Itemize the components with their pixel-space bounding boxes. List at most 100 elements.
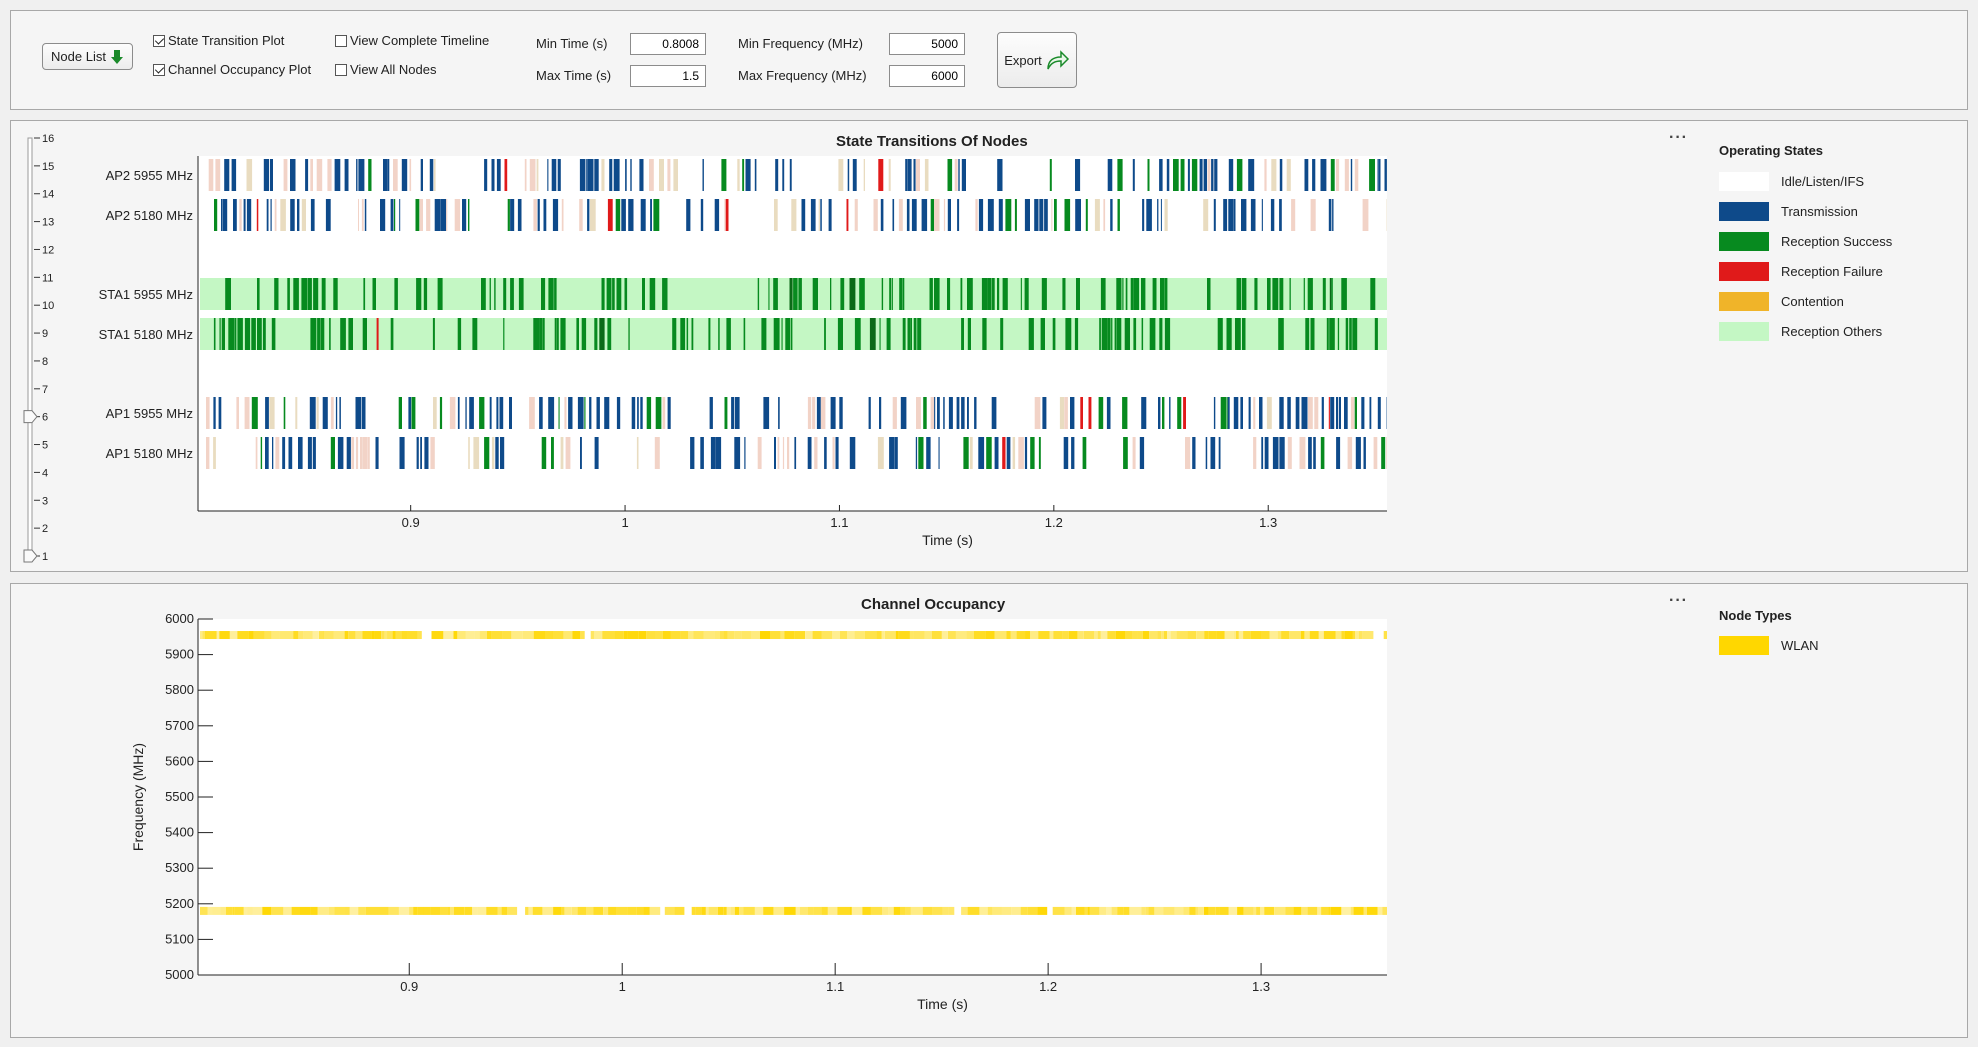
- state-segment: [998, 199, 1003, 231]
- state-legend-item: Contention: [1719, 292, 1844, 311]
- state-segment: [960, 278, 963, 310]
- state-segment: [420, 437, 422, 469]
- complete-timeline-checkbox[interactable]: View Complete Timeline: [335, 33, 489, 48]
- occupancy-segment: [1083, 631, 1095, 640]
- occupancy-segment: [1215, 906, 1220, 915]
- state-segment: [1287, 437, 1292, 469]
- occupancy-segment: [453, 631, 458, 640]
- state-segment: [219, 318, 221, 350]
- state-segment: [801, 199, 806, 231]
- channel-y-tick-label: 5700: [165, 718, 194, 733]
- state-segment: [363, 278, 366, 310]
- state-segment: [1361, 397, 1365, 429]
- complete-timeline-check[interactable]: [335, 34, 347, 47]
- state-segment: [1374, 318, 1378, 350]
- max-time-input[interactable]: [630, 65, 706, 87]
- state-segment: [1125, 278, 1128, 310]
- slider-track[interactable]: [27, 137, 33, 557]
- state-segment: [1110, 199, 1113, 231]
- state-segment: [930, 199, 934, 231]
- state-segment: [416, 437, 419, 469]
- state-segment: [1044, 199, 1048, 231]
- state-segment: [1065, 318, 1072, 350]
- state-segment: [541, 278, 546, 310]
- state-segment: [773, 278, 778, 310]
- occupancy-segment: [216, 631, 220, 640]
- state-segment: [715, 437, 722, 469]
- state-transition-checkbox[interactable]: State Transition Plot: [153, 33, 284, 48]
- state-segment: [1377, 159, 1379, 191]
- occupancy-segment: [763, 906, 774, 915]
- state-segment: [246, 199, 252, 231]
- occupancy-segment: [1006, 631, 1011, 640]
- occupancy-segment: [507, 906, 518, 915]
- state-legend-label: Reception Others: [1781, 324, 1883, 339]
- slider-handle[interactable]: [23, 549, 38, 563]
- state-x-tick-label: 0.9: [402, 515, 420, 530]
- state-segment: [830, 397, 836, 429]
- occupancy-segment: [271, 631, 280, 640]
- min-time-input[interactable]: [630, 33, 706, 55]
- channel-occupancy-checkbox[interactable]: Channel Occupancy Plot: [153, 62, 311, 77]
- occupancy-segment: [727, 631, 735, 640]
- state-segment: [718, 318, 720, 350]
- node-list-button[interactable]: Node List: [42, 43, 133, 70]
- state-segment: [1242, 318, 1246, 350]
- occupancy-segment: [1049, 631, 1054, 640]
- occupancy-segment: [1157, 631, 1162, 640]
- state-segment: [423, 278, 428, 310]
- state-segment: [346, 437, 351, 469]
- occupancy-segment: [881, 631, 885, 640]
- state-segment: [916, 397, 921, 429]
- slider-handle[interactable]: [23, 410, 38, 424]
- min-frequency-input[interactable]: [889, 33, 965, 55]
- state-segment: [1051, 199, 1053, 231]
- state-segment: [1223, 199, 1228, 231]
- state-segment: [1266, 397, 1272, 429]
- occupancy-segment: [1089, 906, 1100, 915]
- state-legend-label: Transmission: [1781, 204, 1858, 219]
- state-segment: [432, 318, 435, 350]
- state-segment: [991, 278, 995, 310]
- channel-chart-menu-icon[interactable]: ···: [1669, 592, 1688, 609]
- occupancy-segment: [1053, 631, 1063, 640]
- slider-tick-label: 15: [42, 161, 54, 173]
- node-types-legend-label: WLAN: [1781, 638, 1819, 653]
- all-nodes-check[interactable]: [335, 63, 347, 76]
- state-segment: [1006, 437, 1011, 469]
- state-segment: [1253, 437, 1257, 469]
- state-segment: [974, 397, 977, 429]
- channel-occupancy-check[interactable]: [153, 63, 165, 76]
- state-segment: [1064, 199, 1071, 231]
- state-segment: [798, 278, 802, 310]
- state-segment: [496, 397, 499, 429]
- state-segment: [807, 397, 812, 429]
- state-transition-check[interactable]: [153, 34, 165, 47]
- state-transition-label: State Transition Plot: [168, 33, 285, 48]
- occupancy-segment: [851, 906, 863, 915]
- occupancy-segment: [487, 631, 492, 640]
- occupancy-segment: [1161, 631, 1164, 640]
- state-segment: [265, 437, 269, 469]
- channel-y-tick-label: 5300: [165, 860, 194, 875]
- occupancy-segment: [1195, 906, 1198, 915]
- occupancy-segment: [849, 906, 852, 915]
- occupancy-segment: [371, 631, 375, 640]
- state-legend-swatch: [1719, 232, 1769, 251]
- state-segment: [312, 437, 316, 469]
- all-nodes-checkbox[interactable]: View All Nodes: [335, 62, 436, 77]
- state-segment: [1214, 159, 1218, 191]
- state-chart-menu-icon[interactable]: ···: [1669, 129, 1688, 146]
- node-slider[interactable]: 16 15 14 13 12 11 10 9 8 7 6 5 4 3 2 1: [11, 121, 57, 573]
- occupancy-segment: [1068, 631, 1078, 640]
- max-frequency-input[interactable]: [889, 65, 965, 87]
- state-segment: [907, 159, 912, 191]
- state-segment: [330, 397, 334, 429]
- occupancy-segment: [1358, 631, 1363, 640]
- occupancy-segment: [905, 906, 911, 915]
- state-segment: [283, 397, 286, 429]
- export-button[interactable]: Export: [997, 32, 1077, 88]
- occupancy-segment: [1260, 906, 1265, 915]
- state-segment: [361, 397, 366, 429]
- occupancy-segment: [1228, 906, 1238, 915]
